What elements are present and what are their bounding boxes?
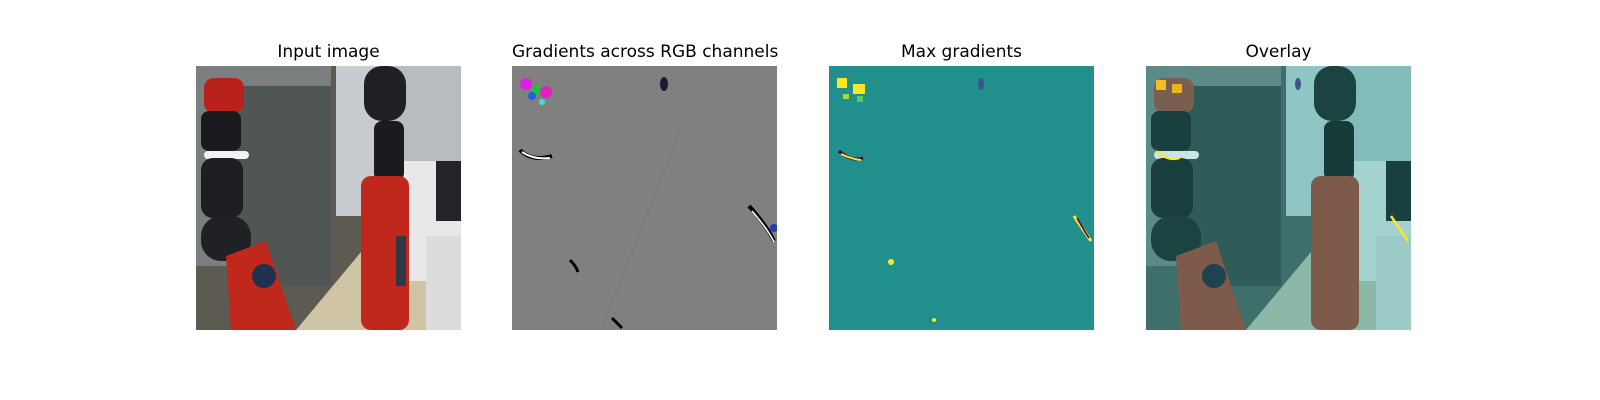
rgb-gradient-image bbox=[512, 66, 777, 330]
overlay-image bbox=[1146, 66, 1411, 330]
panel-input-image: Input image bbox=[196, 0, 461, 400]
robot-arm-photo bbox=[196, 66, 461, 330]
panel-title: Gradients across RGB channels bbox=[512, 42, 779, 62]
panel-title: Input image bbox=[277, 42, 380, 62]
gradient-overlay-photo bbox=[1146, 66, 1411, 330]
max-gradient-heatmap bbox=[829, 66, 1094, 330]
input-image bbox=[196, 66, 461, 330]
panel-rgb-gradients: Gradients across RGB channels bbox=[512, 0, 779, 400]
max-gradient-image bbox=[829, 66, 1094, 330]
panel-overlay: Overlay bbox=[1146, 0, 1411, 400]
panel-max-gradients: Max gradients bbox=[829, 0, 1094, 400]
panel-title: Max gradients bbox=[900, 42, 1023, 62]
panel-title: Overlay bbox=[1245, 42, 1312, 62]
rgb-gradient-map bbox=[512, 66, 777, 330]
